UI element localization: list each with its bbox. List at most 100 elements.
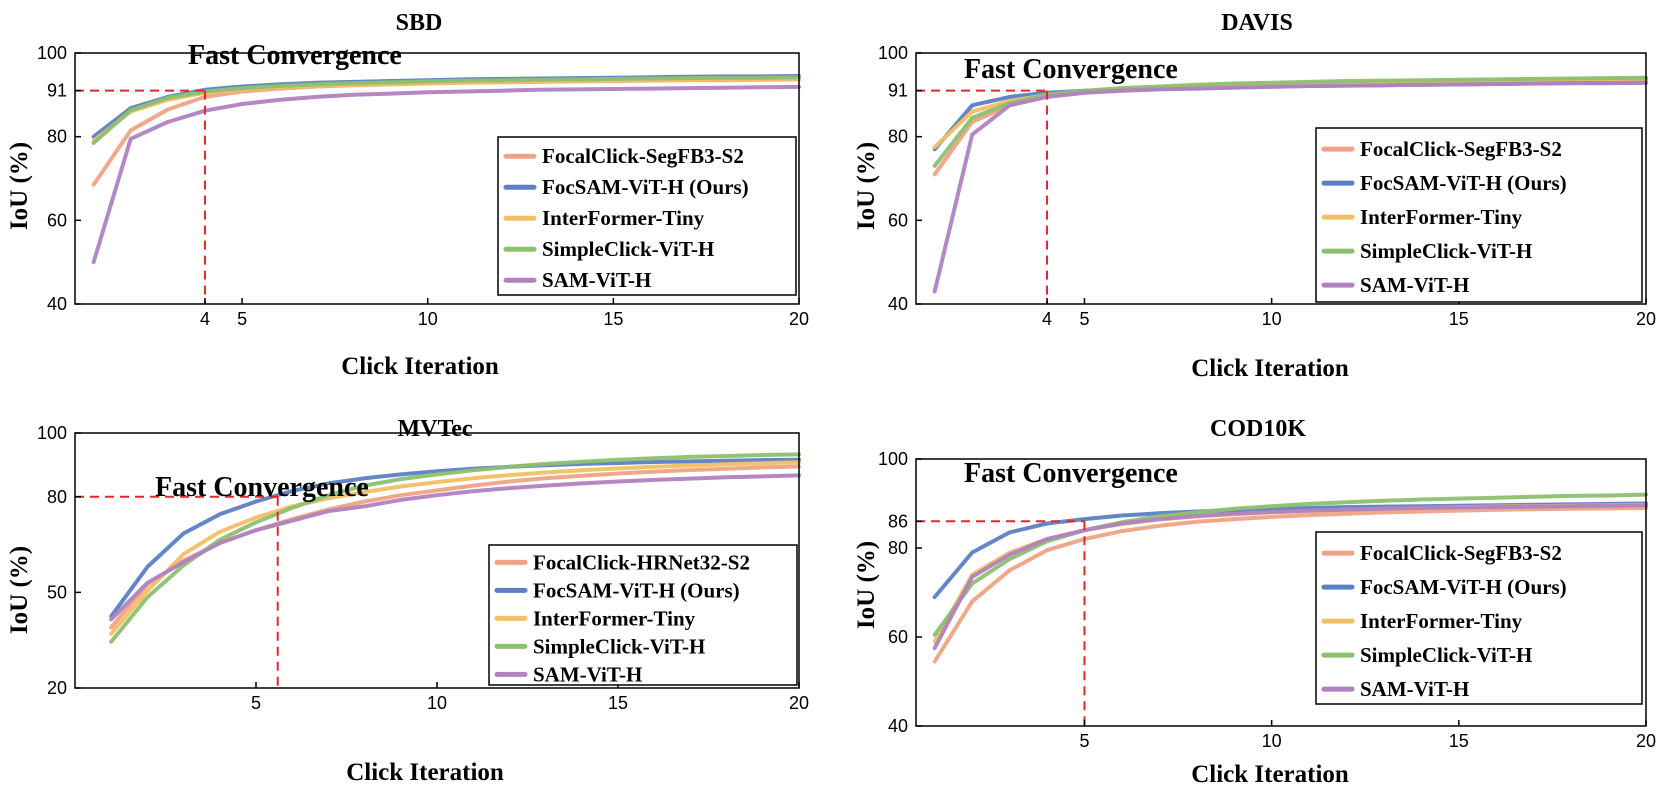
y-tick-label: 40 (888, 716, 908, 736)
y-tick-label: 20 (47, 678, 67, 698)
y-tick-label: 80 (47, 127, 67, 147)
series-line-sam (932, 503, 1648, 651)
series-lines (91, 74, 801, 265)
axes: 40 60 80 91 100 4 5 10 15 20 (878, 43, 1656, 329)
series-line-simpleclick (932, 75, 1648, 168)
y-tick-label: 100 (37, 423, 67, 443)
legend-box (1315, 531, 1643, 705)
x-tick-label: 5 (237, 309, 247, 329)
axes-frame (915, 52, 1647, 305)
series-line-simpleclick (91, 75, 801, 145)
series-line-sam (91, 84, 801, 265)
panel-sbd: SBD 40 60 80 91 100 4 5 10 15 20 Fast Convergence… (6, 10, 809, 380)
x-tick-label: 20 (789, 693, 809, 713)
series-line-interformer (109, 460, 801, 636)
fast-convergence-annotation: Fast Convergence (964, 54, 1178, 85)
series-line-focalclick (932, 506, 1648, 664)
x-tick-label: 15 (1449, 309, 1469, 329)
legend: FocalClick-SegFB3-S2 FocSAM-ViT-H (Ours) I… (497, 136, 797, 296)
x-tick-label: 10 (418, 309, 438, 329)
legend-box (488, 544, 798, 686)
x-tick-label: 5 (1079, 731, 1089, 751)
series-lines (109, 452, 801, 644)
legend-entry-label: InterFormer-Tiny (542, 206, 705, 230)
chart-title: DAVIS (1221, 10, 1293, 36)
series-line-sam (932, 80, 1648, 294)
y-tick-label: 100 (878, 449, 908, 469)
x-tick-label: 15 (608, 693, 628, 713)
legend-entry-label: FocSAM-ViT-H (Ours) (1360, 575, 1567, 599)
y-axis-label: IoU (%) (853, 541, 880, 629)
legend-entry-label: FocSAM-ViT-H (Ours) (1360, 171, 1567, 195)
legend: FocalClick-SegFB3-S2 FocSAM-ViT-H (Ours) I… (1315, 531, 1643, 705)
legend-entry-label: FocalClick-HRNet32-S2 (533, 550, 750, 574)
series-line-focsam (91, 74, 801, 139)
axes: 20 50 80 100 5 10 15 20 (37, 423, 809, 713)
x-tick-label: 4 (1042, 309, 1052, 329)
x-axis-label: Click Iteration (1191, 761, 1349, 788)
chart-title: COD10K (1210, 416, 1306, 442)
x-tick-label: 5 (251, 693, 261, 713)
y-tick-label: 86 (888, 511, 908, 531)
fast-convergence-annotation: Fast Convergence (155, 472, 369, 503)
fast-convergence-annotation: Fast Convergence (964, 458, 1178, 489)
x-axis-label: Click Iteration (346, 759, 504, 786)
chart-title: SBD (396, 10, 443, 36)
legend-entry-label: InterFormer-Tiny (1360, 205, 1523, 229)
series-lines (932, 492, 1648, 664)
panel-cod10k: COD10K 40 60 80 86 100 5 10 15 20 Fast Convergen… (853, 416, 1656, 788)
legend-entry-label: SAM-ViT-H (542, 268, 651, 292)
x-tick-label: 20 (789, 309, 809, 329)
legend-entry-label: SimpleClick-ViT-H (542, 237, 714, 261)
y-axis-label: IoU (%) (6, 546, 33, 634)
axes-frame (74, 52, 800, 305)
legend-entry-label: SAM-ViT-H (1360, 677, 1469, 701)
y-tick-label: 80 (47, 487, 67, 507)
axes: 40 60 80 91 100 4 5 10 15 20 (37, 43, 809, 329)
legend-entry-label: InterFormer-Tiny (533, 606, 696, 630)
y-tick-label: 40 (888, 294, 908, 314)
y-tick-label: 91 (47, 81, 67, 101)
series-line-focsam (109, 457, 801, 619)
x-tick-label: 10 (1262, 731, 1282, 751)
legend-entry-label: SAM-ViT-H (533, 662, 642, 686)
y-tick-label: 60 (888, 627, 908, 647)
legend-entry-label: SimpleClick-ViT-H (1360, 239, 1532, 263)
y-axis-label: IoU (%) (853, 142, 880, 230)
guide-lines (75, 495, 279, 688)
x-tick-label: 15 (1449, 731, 1469, 751)
x-axis-label: Click Iteration (341, 353, 499, 380)
y-tick-label: 40 (47, 294, 67, 314)
y-tick-label: 80 (888, 127, 908, 147)
legend-entry-label: FocSAM-ViT-H (Ours) (533, 578, 740, 602)
x-tick-label: 5 (1079, 309, 1089, 329)
legend-entry-label: SAM-ViT-H (1360, 273, 1469, 297)
legend-entry-label: FocalClick-SegFB3-S2 (1360, 137, 1562, 161)
series-line-sam (109, 473, 801, 622)
y-tick-label: 50 (47, 582, 67, 602)
y-tick-label: 80 (888, 538, 908, 558)
series-lines (932, 75, 1648, 294)
y-tick-label: 60 (888, 210, 908, 230)
x-tick-label: 4 (200, 309, 210, 329)
x-tick-label: 15 (603, 309, 623, 329)
legend: FocalClick-SegFB3-S2 FocSAM-ViT-H (Ours) I… (1315, 127, 1643, 303)
y-tick-label: 60 (47, 210, 67, 230)
y-tick-label: 91 (888, 81, 908, 101)
legend-entry-label: InterFormer-Tiny (1360, 609, 1523, 633)
legend-entry-label: SimpleClick-ViT-H (1360, 643, 1532, 667)
x-tick-label: 10 (427, 693, 447, 713)
x-tick-label: 20 (1636, 309, 1656, 329)
legend-entry-label: SimpleClick-ViT-H (533, 634, 705, 658)
legend: FocalClick-HRNet32-S2 FocSAM-ViT-H (Ours)… (488, 544, 798, 686)
fast-convergence-annotation: Fast Convergence (188, 40, 402, 71)
y-tick-label: 100 (878, 43, 908, 63)
axes-frame (915, 458, 1647, 727)
guide-lines (916, 520, 1086, 726)
legend-entry-label: FocalClick-SegFB3-S2 (542, 144, 744, 168)
x-tick-label: 20 (1636, 731, 1656, 751)
y-tick-label: 100 (37, 43, 67, 63)
y-axis-label: IoU (%) (6, 142, 33, 230)
